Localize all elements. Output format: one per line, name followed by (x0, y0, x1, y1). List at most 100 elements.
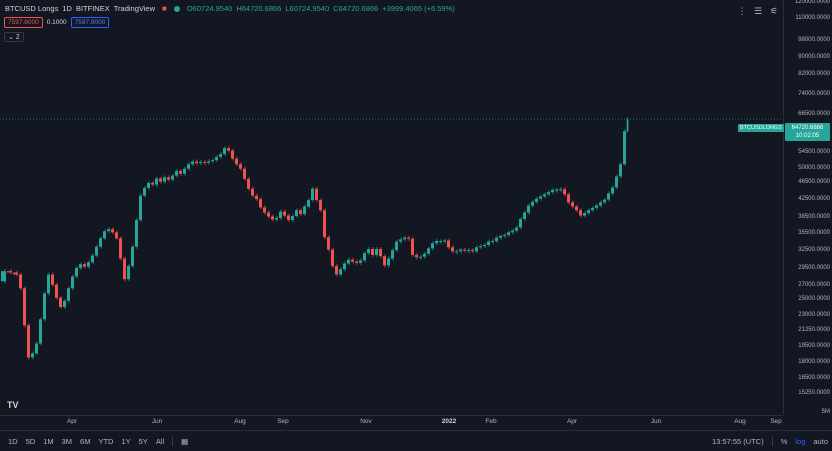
candle (199, 161, 202, 164)
candle (307, 200, 310, 207)
candle (95, 246, 98, 256)
candle (31, 353, 34, 358)
candle (235, 158, 238, 165)
candle (483, 244, 486, 247)
range-buttons: 1D 5D 1M 3M 6M YTD 1Y 5Y All (0, 437, 168, 446)
time-tick: Sep (770, 418, 782, 425)
log-toggle[interactable]: log (795, 436, 806, 446)
time-tick: Aug (234, 418, 246, 425)
price-tick: 5M (821, 409, 830, 415)
range-button[interactable]: 5D (25, 436, 36, 446)
price-tick: 74000.0000 (798, 90, 830, 97)
time-tick: Feb (485, 418, 497, 425)
time-tick: Apr (566, 418, 578, 425)
price-tick: 35500.0000 (798, 229, 830, 236)
legend-symbol[interactable]: BTCUSD Longs (5, 4, 59, 13)
candle (507, 232, 510, 235)
candle (603, 199, 606, 203)
candle (575, 206, 578, 211)
price-tick: 19500.0000 (798, 343, 830, 350)
price-tick: 46500.0000 (798, 178, 830, 185)
candle (195, 161, 198, 164)
legend-interval[interactable]: 1D (62, 4, 72, 13)
range-button[interactable]: 1Y (121, 436, 131, 446)
candle (91, 255, 94, 263)
market-status-icon[interactable]: ■ (162, 4, 167, 13)
candle (103, 231, 106, 239)
range-button[interactable]: 1M (43, 436, 54, 446)
candle (391, 250, 394, 259)
candle (111, 229, 114, 233)
candle (131, 246, 134, 267)
candle (339, 269, 342, 275)
candle (239, 164, 242, 169)
range-button[interactable]: 3M (61, 436, 73, 446)
price-tick: 54500.0000 (798, 148, 830, 155)
price-tick: 29500.0000 (798, 264, 830, 271)
price-tick: 110000.0000 (795, 15, 830, 22)
range-button[interactable]: All (155, 436, 165, 446)
indicator-value-red[interactable]: 7597.8000 (4, 17, 43, 28)
candle (563, 189, 566, 195)
range-button[interactable]: YTD (98, 436, 114, 446)
candle (583, 213, 586, 216)
time-tick: Jun (151, 418, 163, 425)
candle (539, 196, 542, 199)
indicator-step: 0.1000 (46, 19, 67, 26)
candle (387, 258, 390, 266)
price-tick: 42500.0000 (798, 195, 830, 202)
candle (623, 131, 626, 165)
range-button[interactable]: 5Y (138, 436, 148, 446)
tradingview-logo[interactable]: TV (7, 400, 19, 410)
candle (243, 168, 246, 179)
candle (619, 164, 622, 177)
candle (347, 259, 350, 264)
candle (155, 178, 158, 185)
candle (355, 261, 358, 263)
candle (587, 210, 590, 214)
auto-toggle[interactable]: auto (813, 436, 828, 446)
candle (491, 241, 494, 243)
candle (159, 178, 162, 182)
candle (415, 254, 418, 258)
indicators-icon[interactable]: ⚟ (769, 6, 779, 16)
indicator-value-blue[interactable]: 7597.9000 (70, 17, 110, 28)
percent-toggle[interactable]: % (780, 436, 788, 446)
candle (211, 160, 214, 162)
candle (35, 343, 38, 354)
candle (455, 251, 458, 253)
time-tick: Jun (650, 418, 662, 425)
calendar-icon[interactable]: ▦ (181, 436, 189, 446)
range-button[interactable]: 6M (80, 436, 91, 446)
candle (179, 170, 182, 174)
candle (83, 264, 86, 267)
plot-area[interactable] (0, 0, 783, 415)
candle (127, 266, 130, 280)
time-axis[interactable]: Apr Jun Aug Sep Nov 2022 Feb Apr Jun Aug Sep (0, 415, 783, 430)
candle (207, 161, 210, 163)
candle (39, 319, 42, 344)
candle (203, 161, 206, 163)
price-tick: 16500.0000 (798, 375, 830, 382)
object-tree-icon[interactable]: ☰ (753, 6, 763, 16)
candle (51, 274, 54, 285)
clock-display[interactable]: 13:57:55 (UTC) (712, 436, 764, 446)
candle (19, 274, 22, 289)
price-tick: 18000.0000 (798, 358, 830, 365)
candle (335, 266, 338, 275)
candle (315, 188, 318, 201)
candle (379, 249, 382, 257)
candle (607, 193, 610, 200)
collapse-legend-button[interactable]: ⌄ 2 (4, 32, 24, 42)
candle (439, 241, 442, 243)
candle (527, 205, 530, 213)
candle (591, 207, 594, 211)
candle (467, 250, 470, 252)
candlestick-series (1, 117, 629, 360)
price-axis[interactable]: 120000.0000 110000.0000 98000.0000 90000.00… (783, 0, 832, 415)
range-button[interactable]: 1D (8, 436, 18, 446)
candle (511, 230, 514, 233)
candle (311, 188, 314, 201)
drag-handle-icon[interactable]: ⋮ (737, 6, 747, 16)
